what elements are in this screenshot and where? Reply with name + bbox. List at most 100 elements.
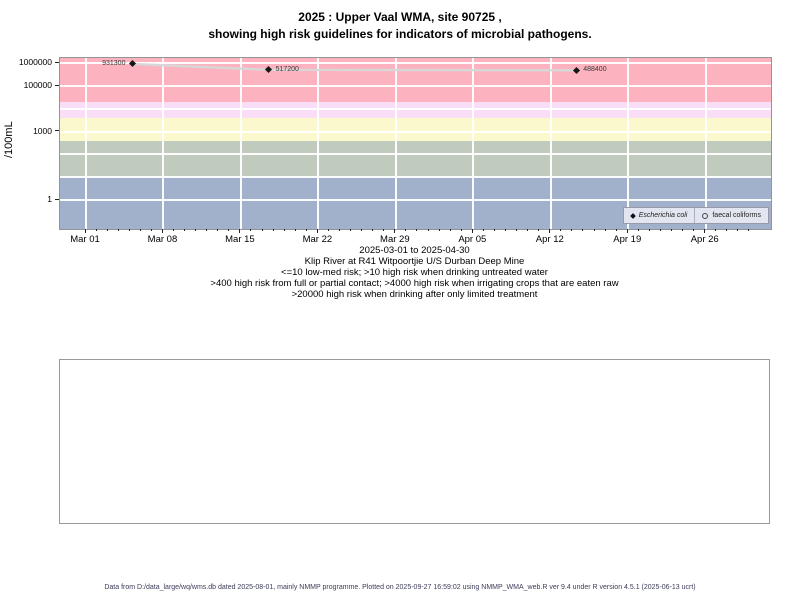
- x-tick-mark: [161, 229, 163, 233]
- x-tick-label: Apr 12: [535, 234, 564, 245]
- y-tick-label: 1000000: [18, 57, 52, 68]
- x-tick-mark: [239, 229, 241, 233]
- footer-text: Data from D:/data_large/wq/wms.db dated …: [104, 584, 696, 591]
- v-gridline: [472, 58, 475, 229]
- x-tick-label: Mar 08: [147, 234, 178, 245]
- x-minor-tick: [527, 229, 529, 231]
- x-minor-tick: [150, 229, 152, 231]
- filled-diamond-icon: [629, 212, 636, 219]
- x-minor-tick: [128, 229, 130, 231]
- chart-title-line1: 2025 : Upper Vaal WMA, site 90725 ,: [298, 10, 502, 24]
- v-gridline: [239, 58, 242, 229]
- x-minor-tick: [261, 229, 263, 231]
- guideline-line-3: >20000 high risk when drinking after onl…: [291, 289, 538, 300]
- v-gridline: [394, 58, 397, 229]
- x-minor-tick: [361, 229, 363, 231]
- x-minor-tick: [327, 229, 329, 231]
- legend-item-ecoli: Escherichia coli: [624, 208, 695, 223]
- x-minor-tick: [460, 229, 462, 231]
- x-minor-tick: [184, 229, 186, 231]
- x-minor-tick: [538, 229, 540, 231]
- x-tick-mark: [704, 229, 706, 233]
- plot-area: 931300 517200 488400 Escherichia coli faec…: [59, 57, 772, 230]
- captions: 2025-03-01 to 2025-04-30 Klip River at R…: [59, 245, 770, 300]
- x-tick-mark: [626, 229, 628, 233]
- v-gridline: [627, 58, 630, 229]
- x-range-label: 2025-03-01 to 2025-04-30: [359, 245, 470, 256]
- x-minor-tick: [283, 229, 285, 231]
- x-minor-tick: [372, 229, 374, 231]
- y-tick-mark: [55, 130, 59, 132]
- legend-label-ecoli: Escherichia coli: [638, 212, 688, 219]
- x-minor-tick: [593, 229, 595, 231]
- h-gridline: [60, 153, 771, 156]
- x-minor-tick: [737, 229, 739, 231]
- h-gridline: [60, 85, 771, 88]
- x-tick-label: Mar 15: [225, 234, 255, 245]
- x-tick-mark: [471, 229, 473, 233]
- v-gridline: [85, 58, 87, 229]
- x-minor-tick: [106, 229, 108, 231]
- x-minor-tick: [405, 229, 407, 231]
- x-minor-tick: [505, 229, 507, 231]
- legend: Escherichia coli faecal coliforms: [622, 207, 769, 224]
- site-label: Klip River at R41 Witpoortjie U/S Durban…: [304, 256, 525, 267]
- x-tick-mark: [549, 229, 551, 233]
- data-point-label: 517200: [275, 65, 299, 73]
- x-minor-tick: [493, 229, 495, 231]
- x-minor-tick: [206, 229, 208, 231]
- v-gridline: [549, 58, 552, 229]
- data-point-label: 488400: [583, 66, 607, 74]
- x-minor-tick: [339, 229, 341, 231]
- h-gridline: [60, 199, 771, 202]
- x-tick-label: Apr 19: [613, 234, 642, 245]
- x-minor-tick: [637, 229, 639, 231]
- x-minor-tick: [726, 229, 728, 231]
- h-gridline: [60, 107, 771, 110]
- y-tick-mark: [55, 61, 59, 63]
- open-circle-icon: [702, 212, 709, 219]
- x-minor-tick: [195, 229, 197, 231]
- x-minor-tick: [671, 229, 672, 231]
- x-tick-label: Mar 01: [70, 234, 100, 245]
- x-minor-tick: [748, 229, 750, 231]
- x-minor-tick: [715, 229, 717, 231]
- x-minor-tick: [659, 229, 661, 231]
- risk-band-4000-20000: [60, 101, 771, 118]
- x-tick-label: Apr 26: [690, 234, 719, 245]
- x-tick-mark: [316, 229, 318, 233]
- empty-panel: [59, 359, 770, 524]
- x-minor-tick: [648, 229, 650, 231]
- data-point-label: 931300: [102, 59, 126, 67]
- x-tick-label: Mar 22: [302, 234, 333, 245]
- x-minor-tick: [294, 229, 296, 231]
- y-tick-mark: [55, 84, 59, 86]
- x-minor-tick: [350, 229, 352, 231]
- x-minor-tick: [383, 229, 385, 231]
- legend-item-faecal-coliforms: faecal coliforms: [694, 208, 768, 223]
- x-minor-tick: [228, 229, 230, 231]
- h-gridline: [60, 130, 771, 133]
- y-tick-label: 100000: [23, 80, 52, 91]
- x-minor-tick: [438, 229, 440, 231]
- chart-title: 2025 : Upper Vaal WMA, site 90725 , show…: [0, 9, 800, 43]
- y-tick-mark: [55, 198, 59, 200]
- v-gridline: [704, 58, 707, 229]
- x-minor-tick: [516, 229, 518, 231]
- v-gridline: [162, 58, 165, 229]
- x-minor-tick: [682, 229, 684, 231]
- x-minor-tick: [305, 229, 307, 231]
- x-tick-mark: [394, 229, 396, 233]
- x-minor-tick: [95, 229, 97, 231]
- x-minor-tick: [139, 229, 141, 231]
- x-minor-tick: [693, 229, 695, 231]
- x-minor-tick: [427, 229, 429, 231]
- y-tick-label: 1000: [33, 125, 52, 136]
- risk-band-400-4000: [60, 117, 771, 141]
- guideline-line-1: <=10 low-med risk; >10 high risk when dr…: [281, 267, 548, 278]
- x-minor-tick: [173, 229, 175, 231]
- chart-title-line2: showing high risk guidelines for indicat…: [208, 27, 592, 41]
- x-minor-tick: [482, 229, 484, 231]
- x-minor-tick: [560, 229, 562, 231]
- v-gridline: [317, 58, 320, 229]
